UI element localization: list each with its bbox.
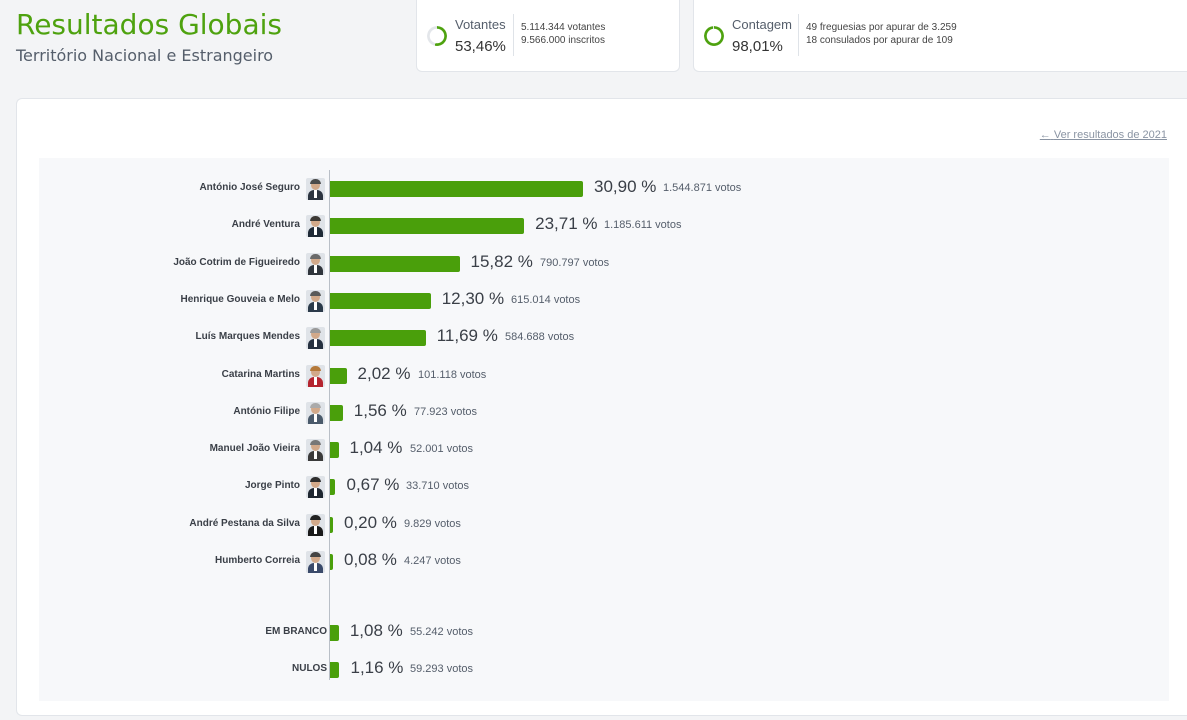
votes-count: 55.242 votos [410,626,473,638]
candidate-name: António Filipe [233,405,300,417]
candidate-row: André Pestana da Silva 0,20 % 9.829 votos [39,508,1169,542]
candidate-avatar [306,289,325,312]
candidate-row: Jorge Pinto 0,67 % 33.710 votos [39,470,1169,504]
result-bar [330,181,583,197]
percentage-label: 0,67 % [346,475,400,495]
candidate-avatar [306,364,325,387]
result-bar [330,516,333,533]
votes-count: 101.118 votos [418,368,487,381]
percentage-label: 15,82 % [470,251,533,271]
candidate-avatar [306,513,325,536]
candidate-avatar [306,401,325,424]
result-bar [330,662,340,678]
chart-axis-line [329,170,330,680]
percentage-label: 1,04 % [349,438,403,458]
candidate-name: André Ventura [231,219,300,231]
votes-count: 33.710 votos [406,480,469,493]
votantes-divider [513,14,514,56]
candidate-name: Jorge Pinto [244,480,300,492]
arrow-left-icon: ← [1039,129,1051,141]
candidate-avatar [306,252,325,275]
votes-count: 9.829 votos [404,517,461,530]
candidate-avatar [306,215,325,238]
candidate-name: Manuel João Vieira [209,443,300,455]
turnout-progress-ring-icon [427,26,447,46]
result-bar [330,479,336,496]
previous-results-label: Ver resultados de 2021 [1053,129,1167,141]
votes-count: 59.293 votos [410,663,473,675]
percentage-label: 1,16 % [350,658,404,677]
contagem-card: Contagem 98,01% 49 freguesias por apurar… [693,0,1187,72]
page-title: Resultados Globais [16,8,282,41]
candidate-avatar [306,439,325,462]
category-name: EM BRANCO [265,626,327,637]
candidate-row: António Filipe 1,56 % 77.923 votos [39,396,1169,430]
votantes-label: Votantes [455,17,506,32]
candidate-name: Luís Marques Mendes [195,331,300,343]
votantes-count: 5.114.344 votantes [521,22,606,33]
votantes-value: 53,46% [455,38,506,55]
result-bar [330,404,343,421]
candidate-avatar [306,327,325,350]
candidate-row: Humberto Correia 0,08 % 4.247 votos [39,545,1169,579]
previous-results-link[interactable]: ← Ver resultados de 2021 [1040,129,1167,141]
other-votes-row: NULOS 1,16 % 59.293 votos [39,653,1169,687]
percentage-label: 23,71 % [535,214,598,234]
results-panel: ← Ver resultados de 2021 António José Se… [16,98,1187,716]
votantes-card: Votantes 53,46% 5.114.344 votantes 9.566… [416,0,680,72]
votes-count: 615.014 votos [511,293,581,306]
contagem-divider [798,14,799,56]
freguesias-pending: 49 freguesias por apurar de 3.259 [806,22,957,33]
percentage-label: 12,30 % [441,288,505,308]
percentage-label: 1,56 % [353,400,407,420]
percentage-label: 0,08 % [344,550,397,569]
contagem-label: Contagem [732,17,792,32]
candidate-avatar [306,178,325,200]
votes-count: 77.923 votos [414,405,477,418]
candidate-row: Henrique Gouveia e Melo 12,30 % 615.014 vo… [39,284,1169,318]
votes-count: 790.797 votos [540,256,610,269]
percentage-label: 0,20 % [344,512,397,532]
candidate-row: Manuel João Vieira 1,04 % 52.001 votos [39,433,1169,467]
votes-count: 52.001 votos [410,443,473,456]
votes-count: 584.688 votos [505,331,575,344]
candidate-row: António José Seguro 30,90 % 1.544.871 voto… [39,172,1169,206]
candidate-row: Catarina Martins 2,02 % 101.118 votos [39,359,1169,393]
votes-count: 1.185.611 votos [604,219,682,232]
percentage-label: 1,08 % [349,621,403,640]
other-votes-row: EM BRANCO 1,08 % 55.242 votos [39,616,1169,650]
consulados-pending: 18 consulados por apurar de 109 [806,35,953,46]
percentage-label: 2,02 % [357,363,411,383]
result-bar [330,330,426,347]
candidate-name: Catarina Martins [221,368,300,380]
candidate-avatar [306,551,325,573]
candidate-row: André Ventura 23,71 % 1.185.611 votos [39,209,1169,243]
count-progress-ring-icon [704,26,724,46]
page-subtitle: Território Nacional e Estrangeiro [16,46,274,65]
results-chart: António José Seguro 30,90 % 1.544.871 voto… [39,158,1169,701]
result-bar [330,367,347,384]
category-name: NULOS [292,663,327,674]
candidate-name: António José Seguro [199,182,300,193]
result-bar [330,625,339,641]
candidate-row: Luís Marques Mendes 11,69 % 584.688 votos [39,321,1169,355]
candidate-name: Henrique Gouveia e Melo [180,293,300,305]
result-bar [330,442,339,459]
result-bar [330,292,431,309]
votes-count: 4.247 votos [404,555,461,567]
percentage-label: 11,69 % [436,326,498,346]
candidate-name: Humberto Correia [214,555,300,566]
candidate-name: André Pestana da Silva [189,517,300,529]
result-bar [330,554,333,570]
inscritos-count: 9.566.000 inscritos [521,35,605,46]
contagem-value: 98,01% [732,38,783,55]
percentage-label: 30,90 % [594,177,657,196]
votes-count: 1.544.871 votos [663,182,742,194]
candidate-row: João Cotrim de Figueiredo 15,82 % 790.797 … [39,247,1169,281]
candidate-name: João Cotrim de Figueiredo [173,256,300,268]
result-bar [330,218,525,235]
result-bar [330,255,460,272]
candidate-avatar [306,476,325,499]
